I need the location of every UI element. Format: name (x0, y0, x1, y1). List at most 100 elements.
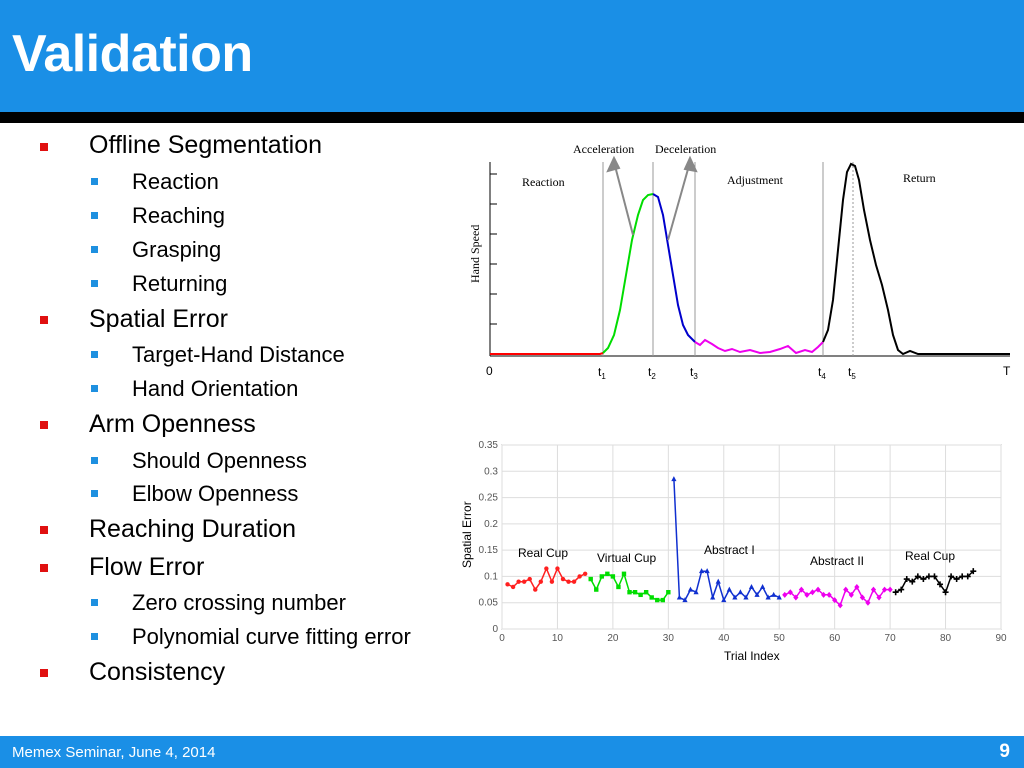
speed-y-axis-label: Hand Speed (468, 225, 482, 283)
series-label-abstract-1: Abstract I (704, 543, 755, 557)
bullet-marker (40, 526, 48, 534)
sub-bullet-elbow-openness: Elbow Openness (132, 481, 299, 506)
sub-bullet-marker (91, 490, 98, 497)
data-point (616, 584, 621, 590)
data-point (632, 590, 638, 595)
data-point (605, 571, 610, 576)
data-point (848, 591, 854, 598)
x-tick-t4: t4 (818, 365, 826, 381)
bullet-marker (40, 564, 48, 572)
bullet-arm-openness: Arm Openness (89, 410, 256, 438)
bullet-offline-segmentation: Offline Segmentation (89, 131, 323, 159)
data-point (909, 578, 916, 585)
data-point (937, 581, 944, 588)
speed-segment-acceleration (602, 193, 654, 354)
data-point (566, 579, 571, 584)
page-number: 9 (999, 741, 1010, 762)
data-point (560, 576, 566, 582)
error-y-axis-label: Spatial Error (460, 501, 474, 568)
data-point (687, 586, 694, 592)
data-point (881, 586, 888, 593)
data-point (527, 576, 532, 582)
sub-bullet-marker (91, 212, 98, 219)
x-tick-label: 10 (552, 633, 564, 644)
phase-label-reaction: Reaction (522, 175, 565, 189)
x-tick-t3: t3 (690, 365, 698, 381)
sub-bullet-zero-crossing: Zero crossing number (132, 590, 346, 615)
x-tick-label: 70 (885, 633, 897, 644)
acceleration-arrow (613, 161, 634, 236)
data-point (970, 568, 977, 575)
data-point (870, 586, 877, 593)
data-point (704, 568, 710, 574)
data-point (776, 594, 782, 600)
sub-bullet-reaching: Reaching (132, 203, 225, 228)
data-point (538, 579, 544, 584)
phase-label-adjustment: Adjustment (727, 173, 784, 187)
series-label-real-cup-1: Real Cup (518, 546, 568, 560)
data-point (505, 582, 510, 587)
speed-segment-return (822, 162, 1010, 356)
footer-text: Memex Seminar, June 4, 2014 (12, 744, 216, 761)
y-tick-label: 0.25 (479, 493, 499, 504)
sub-bullet-marker (91, 599, 98, 606)
sub-bullet-hand-orientation: Hand Orientation (132, 376, 299, 401)
data-point (837, 602, 843, 609)
x-tick-label: 60 (829, 633, 841, 644)
data-point (887, 586, 893, 593)
sub-bullet-polynomial-error: Polynomial curve fitting error (132, 624, 411, 649)
data-point (555, 566, 560, 571)
slide-title: Validation (12, 25, 253, 83)
annotation-acceleration: Acceleration (573, 142, 634, 156)
sub-bullet-target-hand-distance: Target-Hand Distance (132, 342, 345, 367)
data-point (571, 579, 577, 584)
data-point (715, 578, 721, 584)
x-tick-label: 20 (607, 633, 619, 644)
speed-segment-reaction (490, 352, 604, 355)
speed-x-ticks: 0 t1 t2 t3 t4 t5 T (486, 364, 1011, 381)
data-point (798, 586, 804, 593)
phase-label-return: Return (903, 171, 936, 185)
data-point (610, 574, 616, 579)
x-tick-0: 0 (486, 364, 493, 378)
data-point (964, 573, 971, 580)
y-tick-label: 0.2 (484, 519, 498, 530)
data-point (782, 591, 788, 598)
annotation-arrows (606, 155, 698, 241)
x-tick-t1: t1 (598, 365, 606, 381)
deceleration-arrow (667, 161, 691, 241)
x-tick-T: T (1003, 364, 1011, 378)
bullet-list: Offline Segmentation Reaction Reaching G… (0, 0, 470, 700)
plot-frame (501, 444, 1002, 630)
speed-segment-deceleration (652, 193, 696, 343)
data-point (903, 576, 910, 583)
data-point (655, 597, 660, 603)
bullet-marker (40, 669, 48, 677)
x-tick-label: 90 (995, 633, 1007, 644)
data-point (787, 589, 793, 596)
data-point (759, 583, 766, 589)
data-point (643, 590, 649, 595)
data-point (843, 586, 849, 593)
y-tick-label: 0.1 (484, 571, 498, 582)
data-point (577, 574, 582, 579)
data-point (953, 576, 960, 583)
data-point (521, 579, 527, 584)
data-point (693, 589, 699, 595)
data-point (859, 594, 865, 601)
data-point (748, 583, 755, 589)
sub-bullet-should-openness: Should Openness (132, 448, 307, 473)
speed-segment-adjustment (694, 338, 824, 355)
data-point (682, 597, 688, 603)
data-point (582, 571, 588, 576)
data-point (599, 574, 604, 579)
sub-bullet-marker (91, 246, 98, 253)
error-x-axis-label: Trial Index (724, 649, 780, 663)
sub-bullet-marker (91, 178, 98, 185)
data-point (815, 586, 821, 593)
series-label-virtual-cup: Virtual Cup (597, 551, 656, 565)
sub-bullet-marker (91, 457, 98, 464)
data-point (959, 573, 966, 580)
